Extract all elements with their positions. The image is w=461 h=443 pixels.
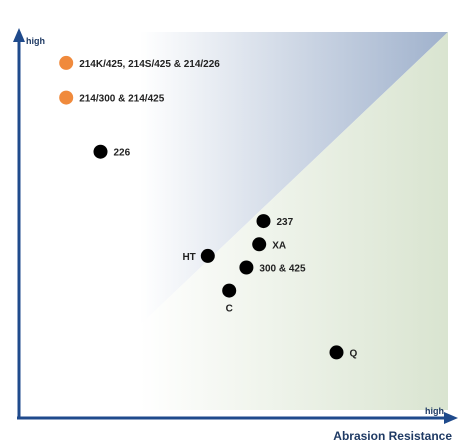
data-point-label-3: 237 — [277, 217, 294, 228]
data-point-label-0: 214K/425, 214S/425 & 214/226 — [79, 59, 220, 70]
x-axis-title: Abrasion Resistance — [333, 429, 452, 443]
data-point-1 — [59, 90, 74, 105]
data-point-label-5: HT — [182, 252, 195, 263]
data-point-label-6: 300 & 425 — [259, 264, 306, 275]
x-axis-arrowhead — [444, 412, 458, 424]
lower-region — [140, 32, 448, 410]
data-point-6 — [239, 260, 254, 275]
data-point-label-2: 226 — [114, 148, 131, 159]
data-point-label-1: 214/300 & 214/425 — [79, 94, 165, 105]
data-point-4 — [252, 237, 267, 252]
data-point-7 — [222, 283, 237, 298]
y-axis-end-label: high — [26, 36, 45, 46]
x-axis-end-label: high — [425, 406, 444, 416]
data-point-label-7: C — [226, 304, 233, 315]
data-point-5 — [200, 248, 215, 263]
data-point-8 — [329, 345, 344, 360]
data-point-label-4: XA — [272, 240, 286, 251]
data-point-0 — [59, 55, 74, 70]
data-point-label-8: Q — [350, 348, 358, 359]
data-points: 214K/425, 214S/425 & 214/226 214/300 & 21… — [59, 55, 358, 360]
data-point-2 — [93, 144, 108, 159]
y-axis-arrowhead — [13, 28, 25, 42]
data-point-3 — [256, 214, 271, 229]
